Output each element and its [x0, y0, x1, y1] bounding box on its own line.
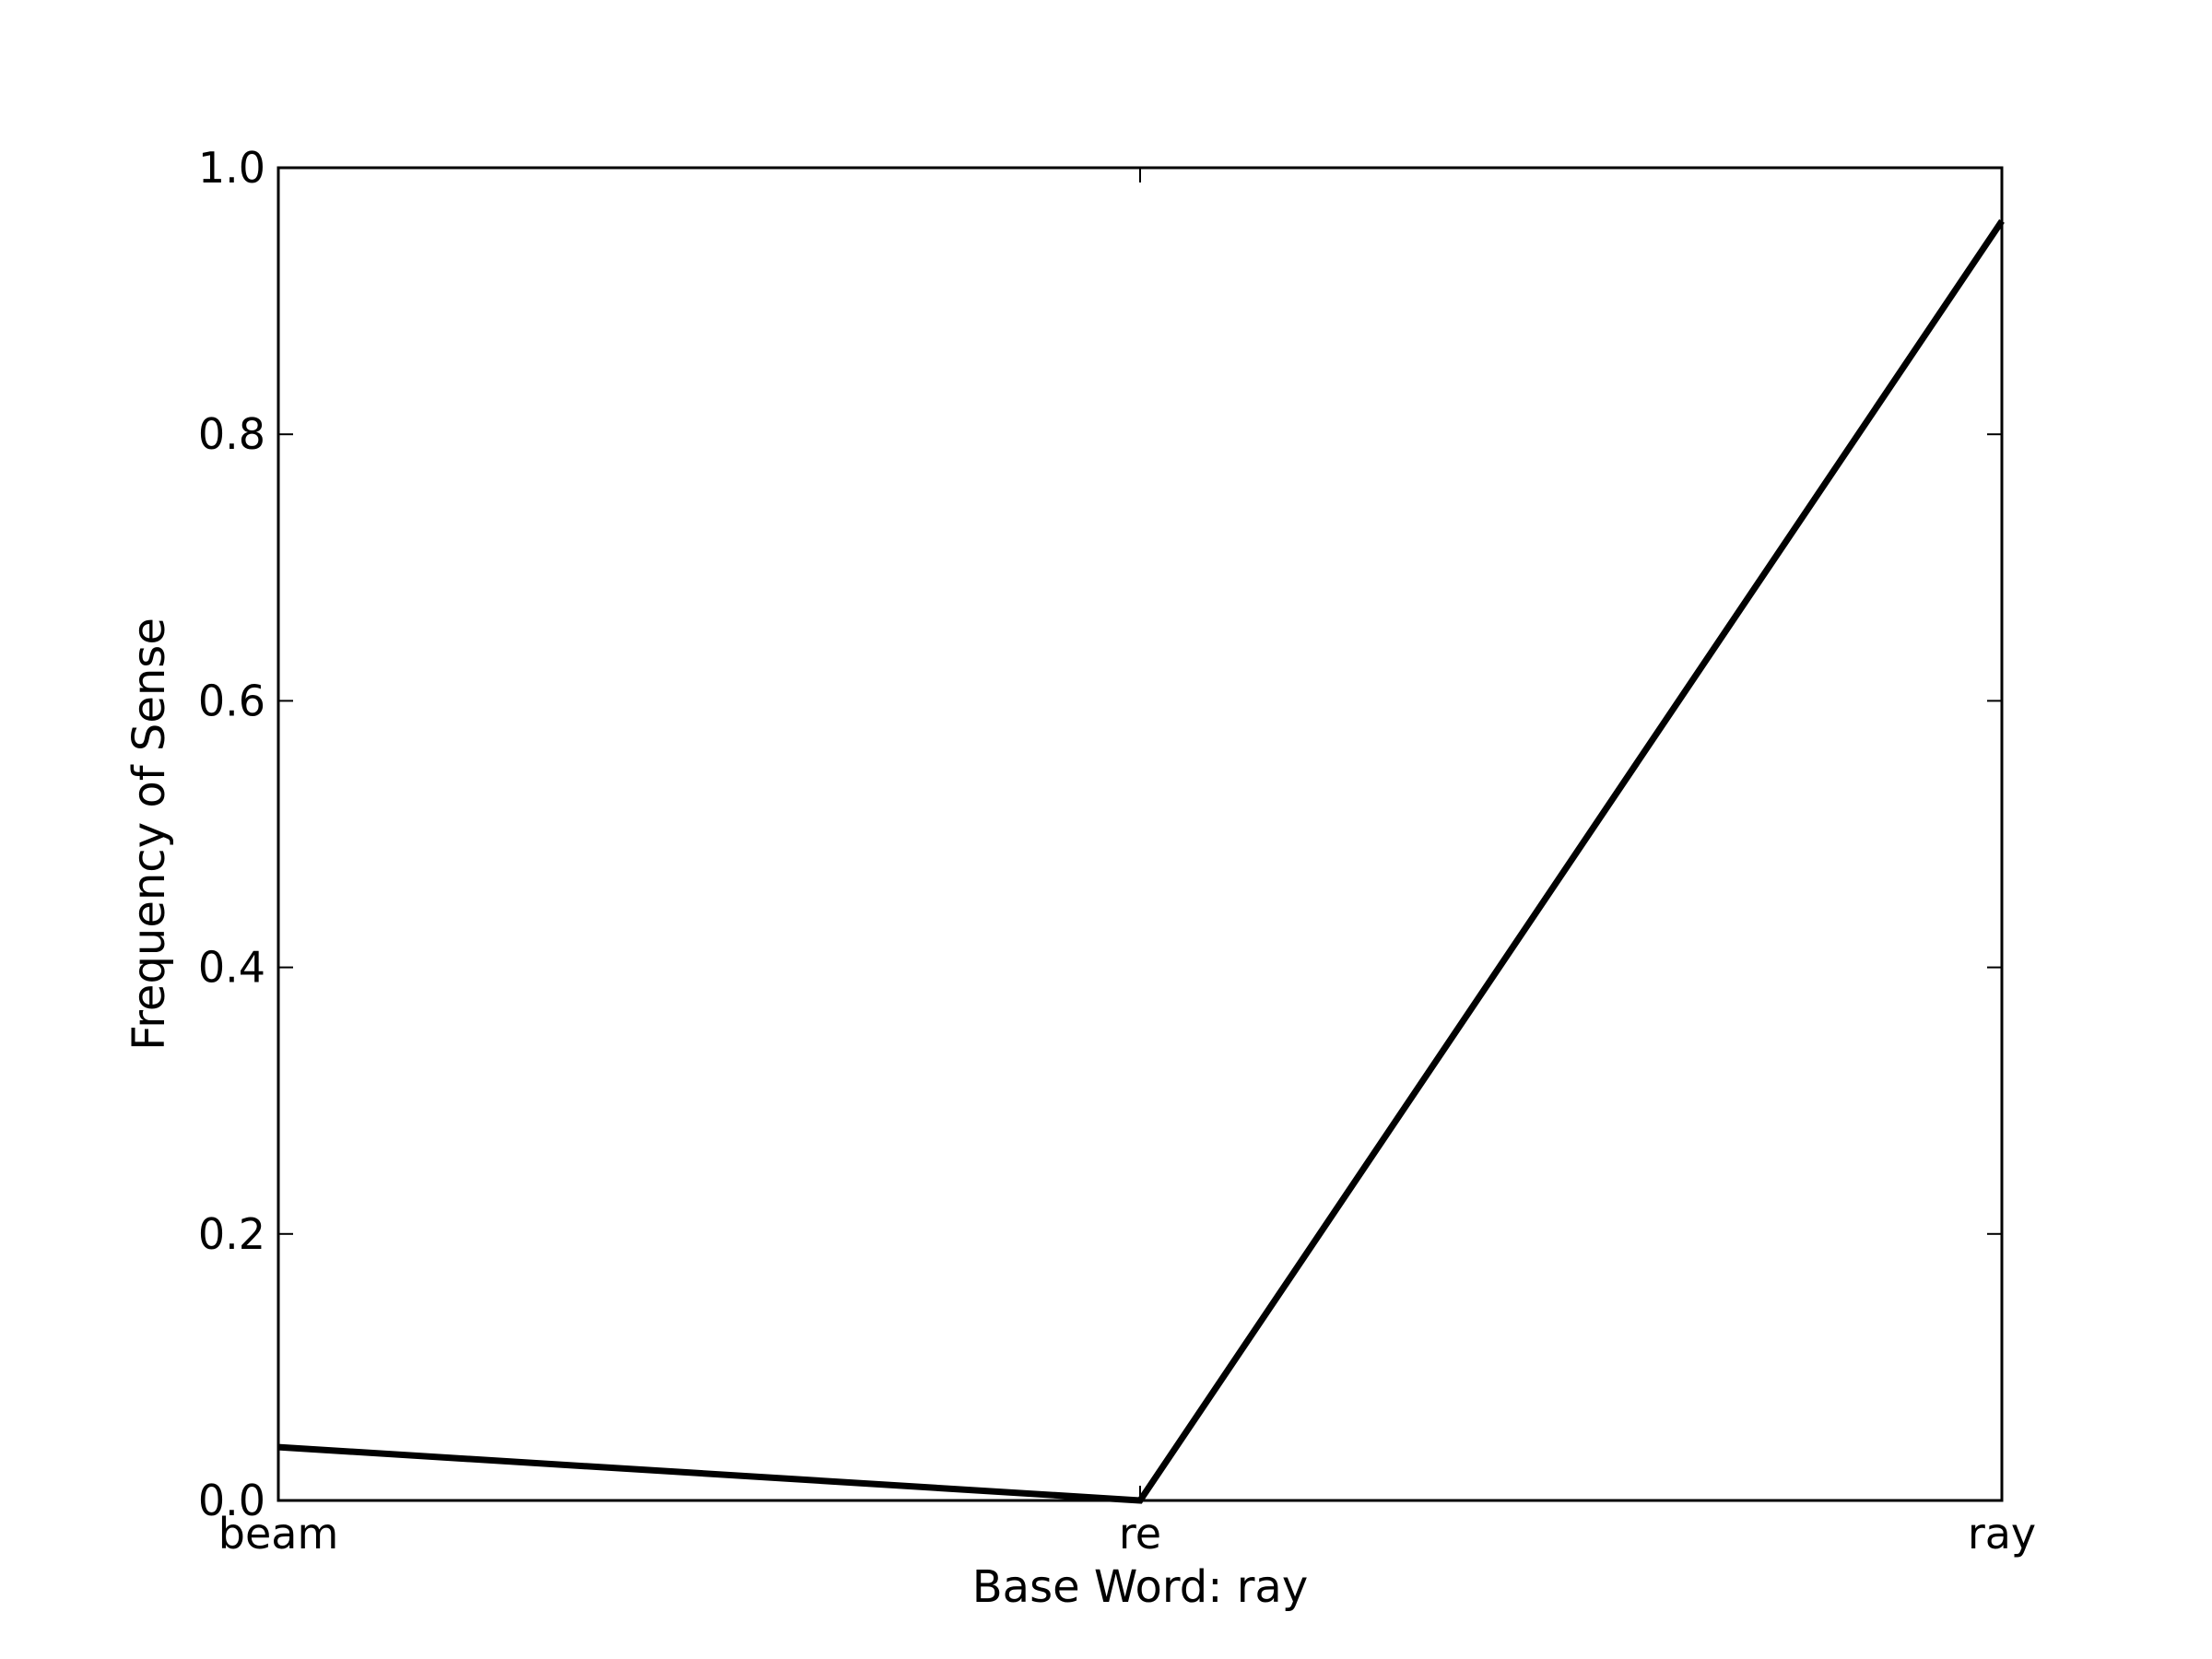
- y-tick-label: 0.6: [198, 676, 265, 725]
- y-ticks: 0.0 0.2 0.4 0.6 0.8 1.0: [198, 143, 2002, 1525]
- y-tick-label: 0.4: [198, 943, 265, 993]
- plot-frame: [276, 166, 2004, 1502]
- y-axis-label: Frequency of Sense: [124, 618, 175, 1051]
- x-tick-label: beam: [218, 1509, 339, 1559]
- x-tick-label: re: [1119, 1509, 1161, 1559]
- x-ticks: beam re ray: [218, 168, 2036, 1559]
- y-tick-label: 0.8: [198, 409, 265, 459]
- x-axis-label: Base Word: ray: [972, 1561, 1309, 1613]
- x-tick-label: ray: [1968, 1509, 2036, 1559]
- y-tick-label: 0.2: [198, 1209, 265, 1259]
- y-tick-label: 0.0: [198, 1476, 265, 1525]
- y-tick-label: 1.0: [198, 143, 265, 193]
